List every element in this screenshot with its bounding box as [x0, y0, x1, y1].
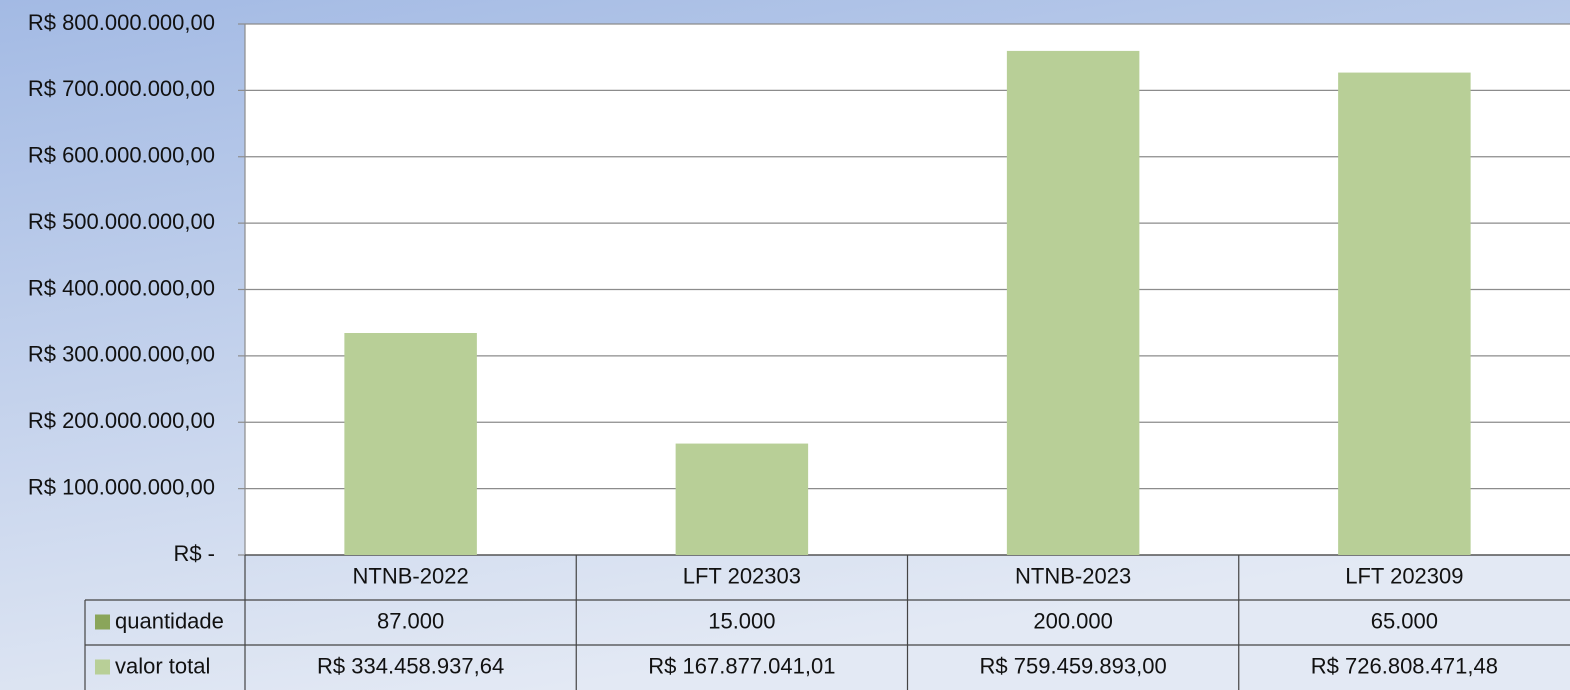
data-table-value: 200.000 [1033, 608, 1113, 633]
data-table-value: R$ 334.458.937,64 [317, 653, 504, 678]
data-table-value: R$ 726.808.471,48 [1311, 653, 1498, 678]
legend-label: valor total [115, 653, 210, 678]
legend-key [95, 614, 110, 630]
y-tick-label: R$ 800.000.000,00 [28, 10, 215, 35]
legend-key [95, 659, 110, 675]
y-tick-label: R$ 500.000.000,00 [28, 209, 215, 234]
x-tick-label: LFT 202309 [1345, 563, 1463, 588]
data-table-value: 15.000 [708, 608, 775, 633]
y-tick-label: R$ 200.000.000,00 [28, 408, 215, 433]
bar [344, 333, 477, 555]
y-tick-label: R$ - [173, 541, 215, 566]
y-tick-label: R$ 100.000.000,00 [28, 474, 215, 499]
x-tick-label: LFT 202303 [683, 563, 801, 588]
bar [675, 443, 809, 555]
bar [1006, 50, 1140, 555]
x-tick-label: NTNB-2023 [1015, 563, 1131, 588]
data-table-value: 65.000 [1371, 608, 1438, 633]
data-table-value: 87.000 [377, 608, 444, 633]
y-tick-label: R$ 300.000.000,00 [28, 342, 215, 367]
data-table-value: R$ 167.877.041,01 [648, 653, 835, 678]
y-tick-label: R$ 700.000.000,00 [28, 76, 215, 101]
y-tick-label: R$ 600.000.000,00 [28, 143, 215, 168]
x-tick-label: NTNB-2022 [353, 563, 469, 588]
data-table-value: R$ 759.459.893,00 [980, 653, 1167, 678]
bar [1338, 72, 1471, 556]
legend-label: quantidade [115, 608, 224, 633]
y-tick-label: R$ 400.000.000,00 [28, 275, 215, 300]
